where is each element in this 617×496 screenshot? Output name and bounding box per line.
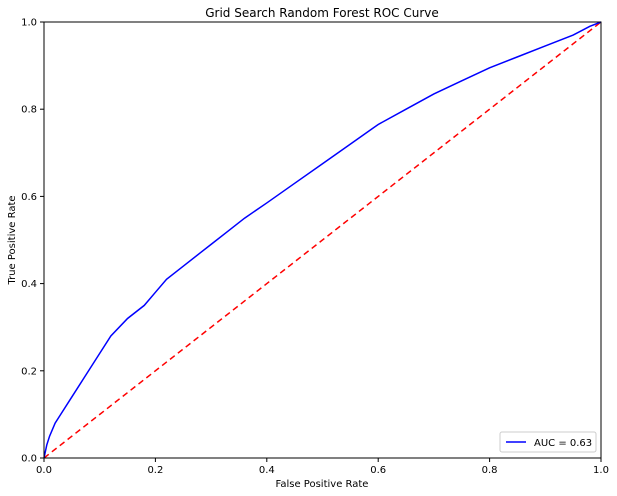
x-tick-label: 0.0 <box>36 465 52 476</box>
y-tick-label: 0.6 <box>21 192 37 203</box>
plot-frame <box>43 21 602 459</box>
legend-label-auc: AUC = 0.63 <box>534 438 592 449</box>
y-tick-label: 0.0 <box>21 454 37 465</box>
chart-title: Grid Search Random Forest ROC Curve <box>205 6 439 20</box>
x-axis-ticks: 0.0 0.2 0.4 0.6 0.8 1.0 <box>36 458 609 476</box>
plot-area <box>43 21 602 459</box>
y-tick-label: 0.8 <box>21 105 37 116</box>
legend: AUC = 0.63 <box>499 431 597 453</box>
x-tick-label: 0.4 <box>259 465 275 476</box>
x-tick-label: 0.8 <box>482 465 498 476</box>
y-tick-label: 1.0 <box>21 18 37 29</box>
chance-diagonal-line <box>43 21 602 459</box>
x-tick-label: 1.0 <box>593 465 609 476</box>
x-tick-label: 0.2 <box>147 465 163 476</box>
y-axis-label: True Positive Rate <box>7 195 18 285</box>
x-axis-label: False Positive Rate <box>276 479 369 490</box>
y-axis-ticks: 0.0 0.2 0.4 0.6 0.8 1.0 <box>21 18 44 465</box>
y-tick-label: 0.2 <box>21 366 37 377</box>
y-tick-label: 0.4 <box>21 279 37 290</box>
roc-curve-line <box>43 21 602 459</box>
legend-box <box>499 431 597 453</box>
x-tick-label: 0.6 <box>370 465 386 476</box>
